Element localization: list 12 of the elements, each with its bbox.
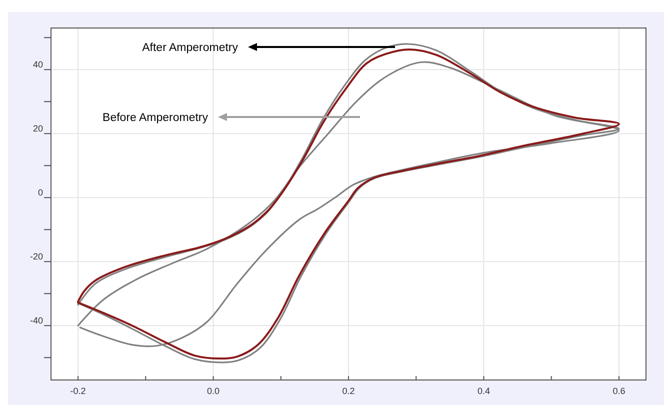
x-tick-label: 0.0 (207, 386, 220, 396)
x-tick-label: 0.6 (612, 386, 626, 396)
x-tick-label: 0.2 (342, 386, 355, 396)
y-tick-label: 20 (32, 124, 43, 134)
annotation: Before Amperometry (102, 112, 208, 124)
x-tick-label: -0.2 (70, 386, 86, 396)
y-tick-label: 0 (38, 188, 43, 198)
y-tick-label: 40 (32, 60, 43, 70)
y-tick-label: -40 (30, 316, 43, 326)
x-tick-label: 0.4 (477, 386, 490, 396)
annotation: After Amperometry (142, 42, 238, 54)
y-tick-label: -20 (30, 252, 43, 262)
